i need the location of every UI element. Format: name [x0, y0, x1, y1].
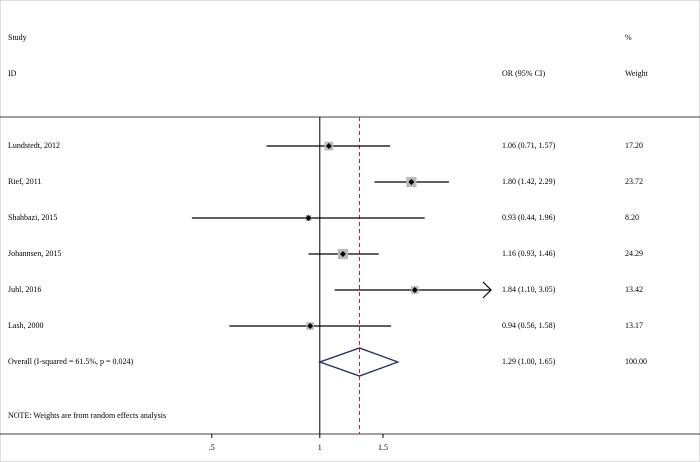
point-estimate	[408, 179, 415, 185]
ci-label: 0.94 (0.56, 1.58)	[502, 321, 556, 330]
overall-ci: 1.29 (1.00, 1.65)	[502, 357, 556, 366]
weight-label: 24.29	[625, 249, 643, 258]
study-label: Lundstedt, 2012	[8, 141, 60, 150]
ci-label: 1.80 (1.42, 2.29)	[502, 177, 556, 186]
overall-label: Overall (I-squared = 61.5%, p = 0.024)	[8, 357, 134, 366]
note: NOTE: Weights are from random effects an…	[8, 411, 166, 420]
point-estimate	[411, 287, 418, 293]
header-weight: Weight	[625, 69, 649, 78]
study-label: Shahbazi, 2015	[8, 213, 57, 222]
header-effect: OR (95% CI)	[502, 69, 545, 78]
weight-label: 23.72	[625, 177, 643, 186]
overall-diamond	[317, 347, 400, 377]
weight-label: 8.20	[625, 213, 639, 222]
overall-weight: 100.00	[625, 357, 647, 366]
study-label: Juhl, 2016	[8, 285, 41, 294]
x-tick-label: .5	[209, 443, 215, 452]
header-study: Study	[8, 33, 27, 42]
ci-label: 0.93 (0.44, 1.96)	[502, 213, 556, 222]
study-label: Johannsen, 2015	[8, 249, 61, 258]
point-estimate	[339, 251, 346, 257]
clip-arrow	[482, 281, 492, 299]
ci-label: 1.16 (0.93, 1.46)	[502, 249, 556, 258]
ci-label: 1.06 (0.71, 1.57)	[502, 141, 556, 150]
study-label: Rief, 2011	[8, 177, 41, 186]
point-estimate	[307, 323, 314, 329]
point-estimate	[325, 143, 332, 149]
point-estimate	[305, 215, 312, 221]
weight-label: 17.20	[625, 141, 643, 150]
study-label: Lash, 2000	[8, 321, 44, 330]
header-id: ID	[8, 69, 17, 78]
x-tick-label: 1.5	[378, 443, 388, 452]
weight-label: 13.42	[625, 285, 643, 294]
x-tick-label: 1	[318, 443, 322, 452]
header-pct: %	[625, 33, 632, 42]
weight-label: 13.17	[625, 321, 643, 330]
ci-label: 1.84 (1.10, 3.05)	[502, 285, 556, 294]
